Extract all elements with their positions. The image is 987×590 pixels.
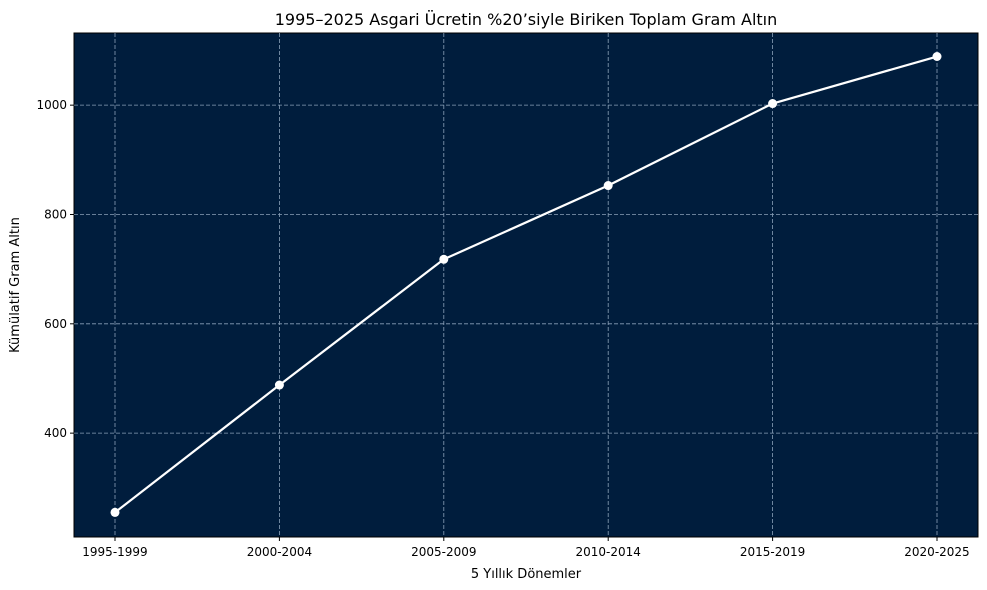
y-tick-label: 800 [44, 207, 67, 221]
series-group [110, 52, 942, 517]
x-axis-ticks: 1995-1999 2000-2004 2005-2009 2010-2014 2015… [82, 537, 970, 559]
x-tick-label: 2010-2014 [575, 545, 640, 559]
x-tick-label: 2000-2004 [247, 545, 312, 559]
data-point [110, 507, 120, 517]
plot-area [73, 32, 979, 538]
y-axis-ticks: 400 600 800 1000 [36, 98, 74, 440]
data-point [439, 254, 449, 264]
data-point [274, 380, 284, 390]
x-axis-label: 5 Yıllık Dönemler [471, 567, 582, 582]
data-point [603, 181, 613, 191]
x-tick-label: 2020-2025 [904, 545, 969, 559]
x-tick-label: 2005-2009 [411, 545, 476, 559]
y-tick-label: 400 [44, 426, 67, 440]
data-point [768, 99, 778, 109]
x-tick-label: 2015-2019 [740, 545, 805, 559]
y-axis-label: Kümülatif Gram Altın [8, 217, 23, 353]
y-tick-label: 600 [44, 317, 67, 331]
chart-title: 1995–2025 Asgari Ücretin %20’siyle Birik… [275, 10, 778, 29]
y-tick-label: 1000 [36, 98, 67, 112]
x-tick-label: 1995-1999 [82, 545, 147, 559]
data-point [932, 52, 942, 62]
grid-lines [74, 33, 978, 537]
series-line [114, 55, 938, 514]
